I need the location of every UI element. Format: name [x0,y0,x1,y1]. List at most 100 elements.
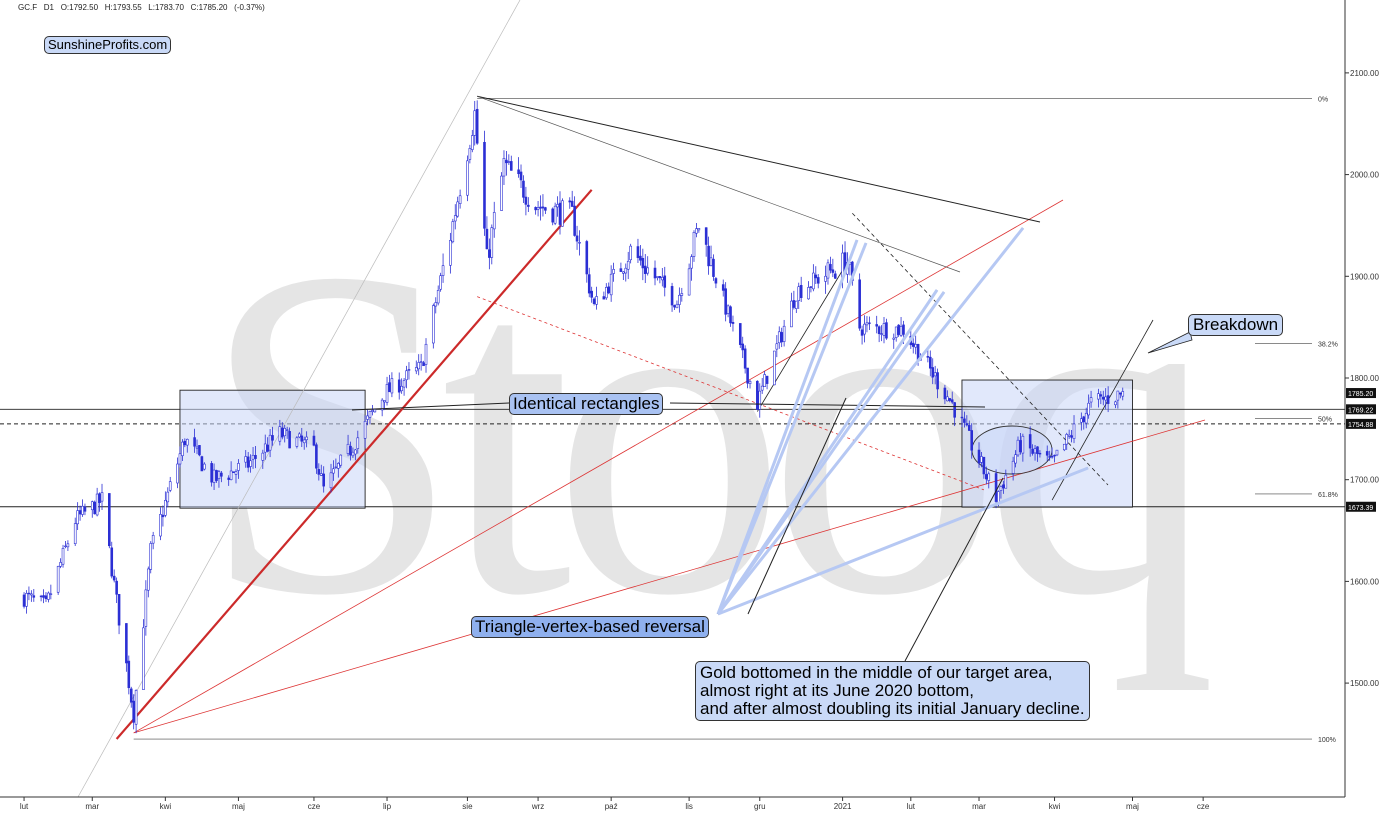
candle-body [673,305,676,308]
candle-body [166,491,170,503]
candle-body [280,427,284,438]
candle-body [458,195,462,204]
candle-body [551,208,554,223]
candle-body [756,380,759,410]
candle-body [602,296,606,300]
candle-body [987,473,991,481]
red-long-trendline [133,199,1064,734]
candle-body [1089,397,1093,403]
dashed-resistance-trendline [852,212,1109,486]
x-tick-label: lip [383,802,392,811]
gold-note-line-1: Gold bottomed in the middle of our targe… [700,663,1053,682]
candle-body [39,595,43,598]
candle-body [1097,393,1100,400]
candle-body [1028,434,1032,449]
candle-body [356,437,360,449]
candle-body [193,437,196,447]
candle-body [302,439,306,444]
candle-body [419,361,423,363]
candle-body [721,284,725,291]
candle-body [441,265,445,276]
x-tick-label: maj [1126,802,1139,811]
candle-body [980,456,983,463]
gold-note-line-2: almost right at its June 2020 bottom, [700,680,975,700]
candle-body [229,470,233,480]
candle-body [305,436,308,441]
candle-body [319,473,323,476]
red-support-trendline [115,189,593,740]
candle-body [678,294,681,305]
candle-body [25,592,28,607]
candle-body [946,396,949,402]
candle-body [142,627,145,690]
candle-body [936,372,939,390]
candle-body [161,514,165,518]
candle-body [490,227,494,258]
candle-body [44,595,48,600]
candle-body [585,241,589,275]
candle-body [544,207,547,211]
candle-body [595,296,598,305]
red-dashed-trendline [477,296,985,491]
price-marker-box [1346,404,1376,415]
price-marker-box [1346,501,1376,512]
candle-body [234,471,238,475]
candle-body [622,271,625,274]
candle-body [283,428,287,437]
gold-bottom-note: Gold bottomed in the middle of our targe… [695,661,1090,721]
candle-body [943,387,947,400]
candle-body [451,221,455,243]
candle-body [385,384,389,403]
x-tick-label: lut [20,802,29,811]
candle-body [505,159,508,164]
candle-body [146,568,150,591]
candle-body [400,385,403,392]
candle-body [83,506,87,512]
candle-body [743,348,747,369]
identical-rectangles-label: Identical rectangles [509,393,664,415]
candle-body [129,688,133,703]
candle-body [312,435,316,446]
candle-body [368,411,372,418]
candle-body [527,204,530,207]
candle-body [965,423,969,426]
candle-body [56,566,60,593]
candle-body [692,232,696,257]
candle-body [453,215,457,222]
candle-body [1087,402,1090,416]
candle-body [639,255,642,261]
candle-body [1106,395,1110,404]
candle-body [315,444,318,469]
candle-body [278,426,282,442]
candle-body [797,286,801,301]
candle-body [64,545,67,548]
candle-body [656,276,659,278]
candle-body [117,594,121,626]
candle-body [332,468,335,474]
candle-body [646,267,650,274]
candle-body [322,473,325,487]
fib-label: 0% [1318,96,1328,103]
candle-body [1062,443,1066,451]
candle-body [519,171,523,181]
candle-body [266,444,269,452]
candle-body [926,356,930,358]
candle-body [911,342,915,347]
candle-body [1099,394,1103,397]
candle-body [1114,401,1117,406]
identical-callout-left [351,402,510,411]
candle-body [485,228,489,250]
fib-label: 61.8% [1318,492,1338,499]
candle-body [931,367,935,378]
candle-body [402,380,406,388]
candle-body [468,148,472,160]
candle-body [680,293,684,296]
candle-body [439,275,442,290]
candle-body [863,323,866,335]
candle-body [860,329,864,336]
candle-body [1119,392,1122,395]
candle-body [1121,391,1125,397]
candle-body [970,430,974,451]
candle-body [814,274,818,279]
candle-body [697,227,701,231]
